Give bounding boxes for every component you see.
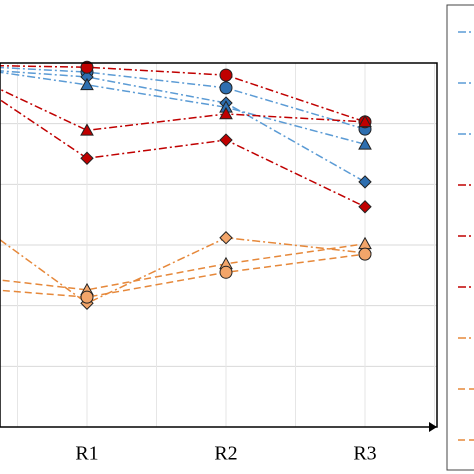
series-line [0,98,366,208]
series-line [0,70,366,183]
marker [219,231,233,245]
marker [358,137,372,150]
axis-arrow [429,422,437,432]
marker [80,77,94,91]
marker [358,247,372,261]
marker [358,200,372,214]
grid [0,62,437,428]
marker [358,114,372,128]
x-tick-label: R1 [75,443,98,465]
x-tick-label: R3 [353,443,376,465]
series-line [0,236,366,305]
plot-area [0,60,372,310]
legend [446,4,474,471]
marker [219,81,233,95]
marker [80,151,94,165]
legend-box [446,4,474,471]
series-line [0,64,366,123]
series-line [0,88,366,132]
marker [80,123,94,136]
x-tick-label: R2 [214,443,237,465]
series-line [0,71,366,146]
series-line [0,253,366,298]
marker [219,133,233,147]
marker [358,175,372,189]
plot-frame [0,62,438,428]
series-line [0,66,366,130]
series-line [0,243,366,291]
marker [219,68,233,82]
marker [80,290,94,304]
marker [219,106,233,120]
marker [80,60,94,74]
marker [219,265,233,279]
marker [358,236,372,250]
